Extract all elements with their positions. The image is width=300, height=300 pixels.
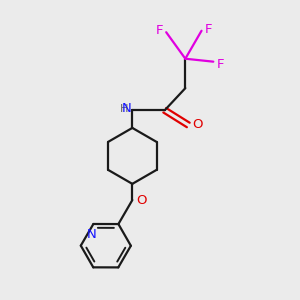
Text: O: O <box>192 118 202 131</box>
Text: N: N <box>122 102 132 115</box>
Text: O: O <box>136 194 147 207</box>
Text: H: H <box>120 104 129 114</box>
Text: F: F <box>156 24 163 37</box>
Text: N: N <box>87 227 97 241</box>
Text: F: F <box>217 58 224 71</box>
Text: F: F <box>205 23 212 36</box>
